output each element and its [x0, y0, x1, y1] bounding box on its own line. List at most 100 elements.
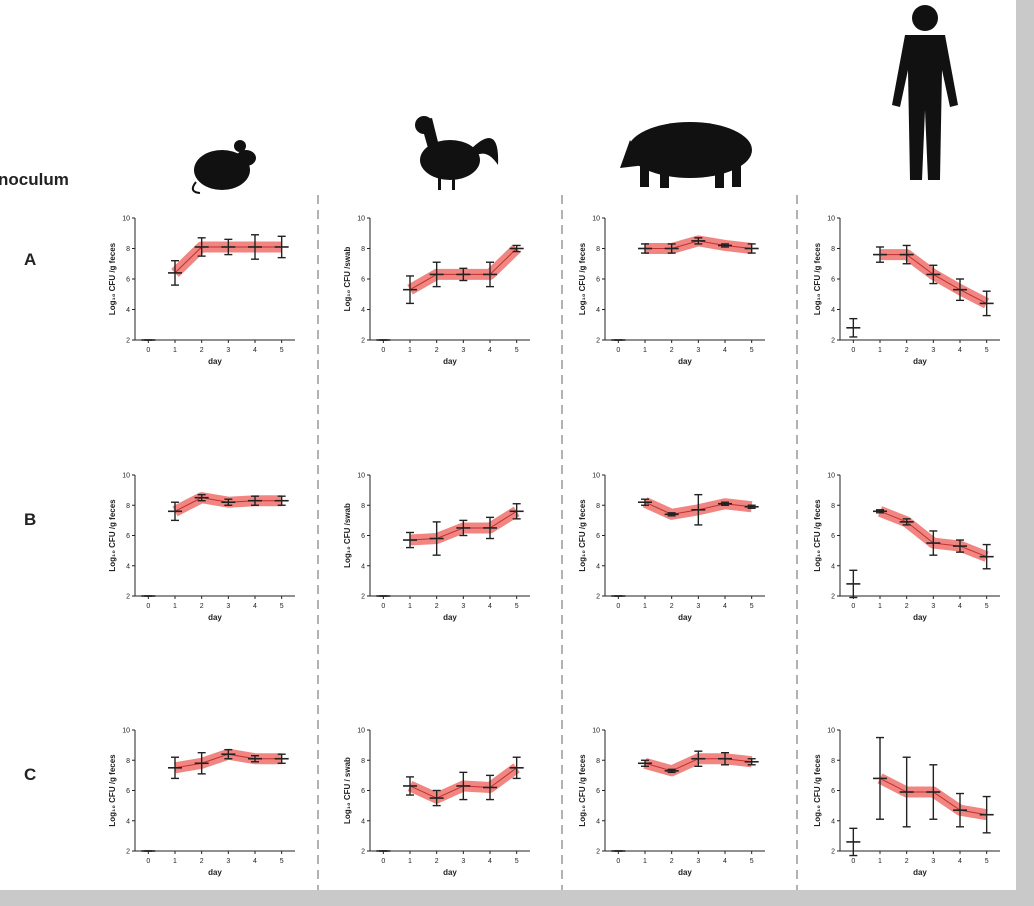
x-tick-label: 2	[435, 603, 439, 610]
x-tick-label: 5	[985, 603, 989, 610]
x-tick-label: 1	[643, 603, 647, 610]
panel: 2 4 6 8 10 0 1 2 3 4 5 day Log₁₀ CFU /g feces	[578, 216, 765, 366]
x-tick-label: 1	[643, 858, 647, 865]
y-tick-label: 10	[122, 728, 130, 735]
y-tick-label: 8	[596, 503, 600, 510]
x-tick-label: 0	[146, 347, 150, 354]
x-tick-label: 2	[200, 858, 204, 865]
separators	[317, 195, 798, 890]
y-tick-label: 2	[361, 338, 365, 345]
y-tick-label: 8	[126, 503, 130, 510]
x-tick-label: 5	[515, 858, 519, 865]
x-tick-label: 5	[750, 347, 754, 354]
x-tick-label: 2	[670, 347, 674, 354]
x-tick-label: 5	[750, 858, 754, 865]
x-tick-label: 3	[931, 347, 935, 354]
y-tick-label: 4	[361, 563, 365, 570]
x-tick-label: 0	[616, 603, 620, 610]
pig-icon	[620, 122, 752, 188]
x-tick-label: 3	[461, 858, 465, 865]
y-tick-label: 8	[831, 246, 835, 253]
x-axis-label: day	[913, 357, 927, 366]
y-tick-label: 4	[596, 563, 600, 570]
panel: 2 4 6 8 10 0 1 2 3 4 5 day Log₁₀ CFU / swab	[343, 728, 530, 877]
y-axis-label: Log₁₀ CFU /g feces	[578, 499, 587, 572]
y-tick-label: 10	[357, 473, 365, 480]
x-axis-label: day	[678, 868, 692, 877]
x-tick-label: 1	[173, 347, 177, 354]
y-tick-label: 4	[126, 818, 130, 825]
panel: 2 4 6 8 10 0 1 2 3 4 5 day Log₁₀ CFU /g feces	[578, 728, 765, 877]
y-tick-label: 2	[831, 338, 835, 345]
x-tick-label: 1	[408, 347, 412, 354]
x-tick-label: 5	[750, 603, 754, 610]
y-tick-label: 4	[361, 818, 365, 825]
x-tick-label: 3	[696, 603, 700, 610]
y-tick-label: 6	[831, 277, 835, 284]
y-axis-label: Log₁₀ CFU /g feces	[108, 499, 117, 572]
y-tick-label: 10	[592, 473, 600, 480]
y-tick-label: 4	[361, 307, 365, 314]
x-tick-label: 0	[616, 858, 620, 865]
x-tick-label: 4	[958, 858, 962, 865]
y-tick-label: 8	[126, 758, 130, 765]
panel: 2 4 6 8 10 0 1 2 3 4 5 day Log₁₀ CFU /g feces	[108, 473, 295, 622]
y-tick-label: 8	[831, 503, 835, 510]
x-tick-label: 1	[878, 347, 882, 354]
x-tick-label: 2	[905, 858, 909, 865]
x-tick-label: 1	[408, 603, 412, 610]
x-axis-label: day	[443, 868, 457, 877]
x-tick-label: 0	[146, 603, 150, 610]
x-tick-label: 2	[905, 603, 909, 610]
y-tick-label: 6	[596, 788, 600, 795]
x-tick-label: 3	[461, 603, 465, 610]
y-tick-label: 8	[126, 246, 130, 253]
x-tick-label: 2	[200, 347, 204, 354]
x-tick-label: 2	[670, 603, 674, 610]
panel: 2 4 6 8 10 0 1 2 3 4 5 day Log₁₀ CFU /g feces	[813, 473, 1000, 622]
y-tick-label: 6	[831, 788, 835, 795]
y-tick-label: 10	[357, 216, 365, 223]
y-tick-label: 10	[122, 473, 130, 480]
inoculum-label: noculum	[0, 170, 69, 189]
y-tick-label: 2	[126, 594, 130, 601]
x-tick-label: 2	[435, 347, 439, 354]
y-tick-label: 4	[126, 563, 130, 570]
y-axis-label: Log₁₀ CFU /g feces	[108, 754, 117, 827]
x-tick-label: 3	[226, 603, 230, 610]
y-axis-label: Log₁₀ CFU /g feces	[578, 242, 587, 315]
x-tick-label: 4	[253, 603, 257, 610]
human-icon	[892, 5, 958, 180]
y-tick-label: 10	[592, 216, 600, 223]
y-tick-label: 6	[361, 277, 365, 284]
x-tick-label: 4	[488, 347, 492, 354]
x-axis-label: day	[208, 357, 222, 366]
y-tick-label: 2	[361, 849, 365, 856]
x-axis-label: day	[208, 613, 222, 622]
x-tick-label: 4	[488, 858, 492, 865]
x-tick-label: 0	[851, 858, 855, 865]
x-tick-label: 4	[253, 858, 257, 865]
x-axis-label: day	[208, 868, 222, 877]
y-axis-label: Log₁₀ CFU /g feces	[108, 242, 117, 315]
y-tick-label: 6	[361, 788, 365, 795]
y-tick-label: 2	[126, 338, 130, 345]
mouse-icon	[191, 140, 256, 194]
x-tick-label: 1	[173, 858, 177, 865]
y-axis-label: Log₁₀ CFU /g feces	[813, 499, 822, 572]
y-tick-label: 8	[596, 758, 600, 765]
x-tick-label: 4	[958, 603, 962, 610]
x-tick-label: 1	[173, 603, 177, 610]
y-tick-label: 10	[827, 728, 835, 735]
panel: 2 4 6 8 10 0 1 2 3 4 5 day Log₁₀ CFU /g feces	[108, 216, 295, 366]
y-tick-label: 10	[122, 216, 130, 223]
panel: 2 4 6 8 10 0 1 2 3 4 5 day Log₁₀ CFU /g feces	[813, 216, 1000, 366]
y-tick-label: 2	[831, 594, 835, 601]
x-tick-label: 2	[435, 858, 439, 865]
y-tick-label: 4	[126, 307, 130, 314]
x-tick-label: 3	[931, 858, 935, 865]
x-axis-label: day	[913, 868, 927, 877]
y-axis-label: Log₁₀ CFU / swab	[343, 757, 352, 824]
y-tick-label: 10	[827, 216, 835, 223]
x-tick-label: 1	[643, 347, 647, 354]
